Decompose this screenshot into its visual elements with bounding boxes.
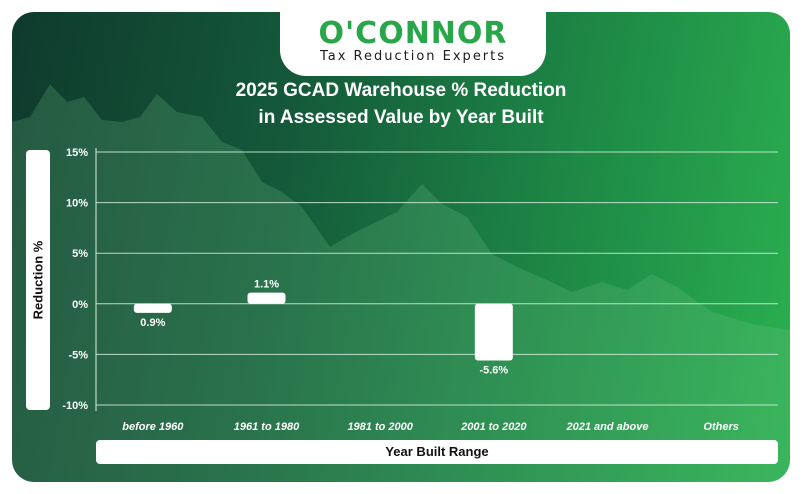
x-tick-label: 1981 to 2000 xyxy=(347,421,413,433)
y-tick-label: 10% xyxy=(66,198,88,210)
chart-title-line2: in Assessed Value by Year Built xyxy=(258,107,544,128)
data-label: 0.9% xyxy=(140,317,165,329)
logo-wordmark: O'CONNOR xyxy=(318,16,508,51)
plot-area: 15% 10% 5% 0% -5% -10% before 1960 0.9% 1961 to … xyxy=(62,147,778,433)
x-tick-label: 2001 to 2020 xyxy=(460,421,527,433)
y-tick-label: 15% xyxy=(66,147,88,159)
y-axis-label-box: Reduction % xyxy=(26,150,50,410)
y-tick-label: -10% xyxy=(62,400,88,412)
chart-title-line1: 2025 GCAD Warehouse % Reduction xyxy=(235,80,567,101)
y-tick-label: 0% xyxy=(72,299,88,311)
bar xyxy=(247,292,286,304)
logo-tab: O'CONNOR Tax Reduction Experts xyxy=(280,12,546,76)
bar xyxy=(133,303,172,313)
logo-tagline: Tax Reduction Experts xyxy=(319,49,507,64)
x-tick-label: 2021 and above xyxy=(566,421,649,433)
y-tick-label: -5% xyxy=(68,349,88,361)
bar xyxy=(474,303,513,361)
x-axis-label: Year Built Range xyxy=(385,444,489,459)
y-tick-label: 5% xyxy=(72,248,88,260)
data-label: 1.1% xyxy=(254,279,279,291)
x-tick-label: Others xyxy=(703,421,738,433)
x-tick-label: before 1960 xyxy=(122,421,184,433)
background-mountain-shape xyxy=(12,84,790,482)
chart-card: O'CONNOR Tax Reduction Experts 2025 GCAD… xyxy=(12,12,790,482)
data-label: -5.6% xyxy=(479,364,508,376)
x-tick-label: 1961 to 1980 xyxy=(234,421,300,433)
x-axis-label-box: Year Built Range xyxy=(96,440,778,464)
